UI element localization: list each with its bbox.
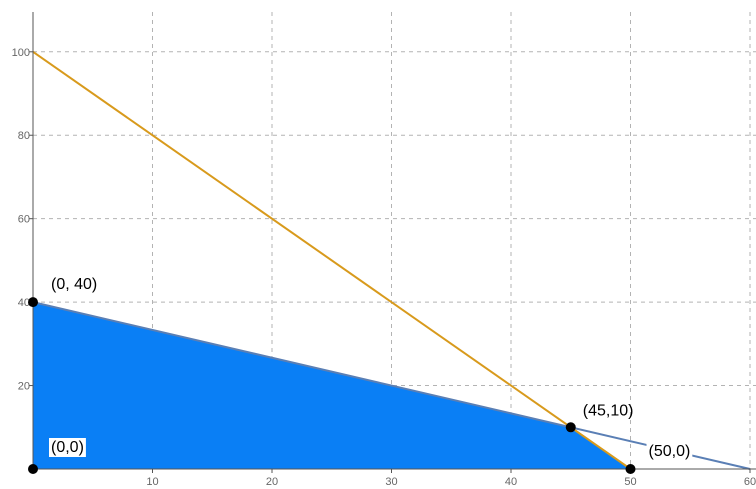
point-50-0 [625, 464, 636, 474]
constraint-line-1 [32, 50, 632, 470]
feasible-region-layer [33, 302, 631, 469]
x-tick-label-10: 10 [146, 476, 158, 488]
y-tick-label-40: 40 [18, 297, 30, 309]
y-tick-label-60: 60 [18, 214, 30, 226]
point-label-box-0-0 [49, 438, 86, 457]
point-label-0-40: (0, 40) [51, 276, 97, 293]
point-label-45-10: (45,10) [583, 402, 634, 419]
constraint-lines [32, 50, 751, 470]
point-label-box-50-0 [646, 442, 693, 461]
x-tick-label-20: 20 [266, 476, 278, 488]
point-0-0 [28, 464, 38, 474]
x-tick-label-50: 50 [624, 476, 636, 488]
point-45-10 [565, 422, 576, 433]
x-tick-label-40: 40 [505, 476, 517, 488]
y-tick-label-100: 100 [12, 47, 30, 59]
feasible-region [33, 302, 631, 469]
points [28, 297, 636, 474]
y-tick-label-80: 80 [18, 130, 30, 142]
point-labels: (0, 40) (45,10) (50,0) (0,0) [49, 276, 693, 461]
point-label-0-0: (0,0) [51, 439, 84, 456]
x-tick-label-60: 60 [744, 476, 756, 488]
constraint-line-2 [32, 301, 751, 470]
x-tick-label-30: 30 [385, 476, 397, 488]
point-0-40 [28, 297, 38, 308]
point-label-50-0: (50,0) [649, 443, 691, 460]
tick-labels: 10 20 30 40 50 60 20 40 60 80 100 [12, 47, 756, 488]
y-tick-label-20: 20 [18, 381, 30, 393]
